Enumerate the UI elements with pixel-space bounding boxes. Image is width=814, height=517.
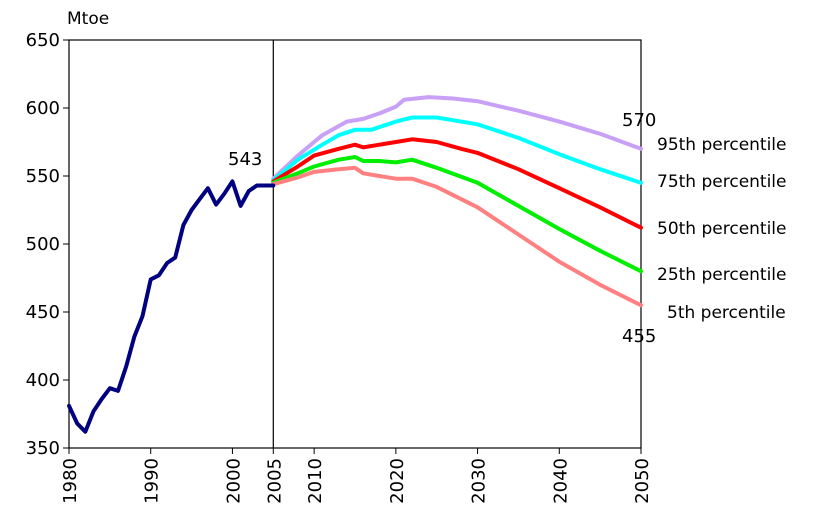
x-tick-label: 2030 [469,458,490,504]
series-line-3 [271,155,643,274]
x-tick-label: 2005 [264,458,285,504]
x-tick-label: 1980 [60,458,81,504]
y-axis-unit: Mtoe [67,9,109,29]
series-label-0: 95th percentile [657,135,787,155]
y-tick-label: 550 [26,166,60,187]
y-tick-label: 400 [26,370,60,391]
value-annotation: 543 [228,149,262,170]
y-tick-label: 600 [26,98,60,119]
y-axis: 350 400 450 500 550 600 650 [26,30,69,459]
y-tick-label: 500 [26,234,60,255]
plot-area [68,39,642,449]
historical-line [67,179,276,434]
series-line-0 [271,95,643,181]
plot-frame [68,39,642,449]
x-axis: 1980 1990 2000 2005 2010 2020 2030 2040 2050 [60,448,653,504]
series-line-4 [271,165,643,308]
value-annotation: 455 [622,326,656,347]
series-labels: 95th percentile 75th percentile 50th perce… [657,135,787,323]
x-tick-label: 1990 [142,458,163,504]
value-annotations: 543 570 455 [228,110,656,347]
series-label-2: 50th percentile [657,219,787,239]
series-label-3: 25th percentile [657,265,787,285]
y-tick-label: 650 [26,30,60,51]
x-tick-label: 2040 [550,458,571,504]
x-tick-label: 2000 [223,458,244,504]
series-label-4: 5th percentile [667,303,786,323]
value-annotation: 570 [622,110,656,131]
x-tick-label: 2010 [305,458,326,504]
series-line-1 [271,115,643,185]
y-tick-label: 450 [26,302,60,323]
x-tick-label: 2050 [632,458,653,504]
y-tick-label: 350 [26,438,60,459]
series-line-2 [271,137,643,230]
series-lines [67,95,643,434]
x-tick-label: 2020 [387,458,408,504]
series-label-1: 75th percentile [657,172,787,192]
